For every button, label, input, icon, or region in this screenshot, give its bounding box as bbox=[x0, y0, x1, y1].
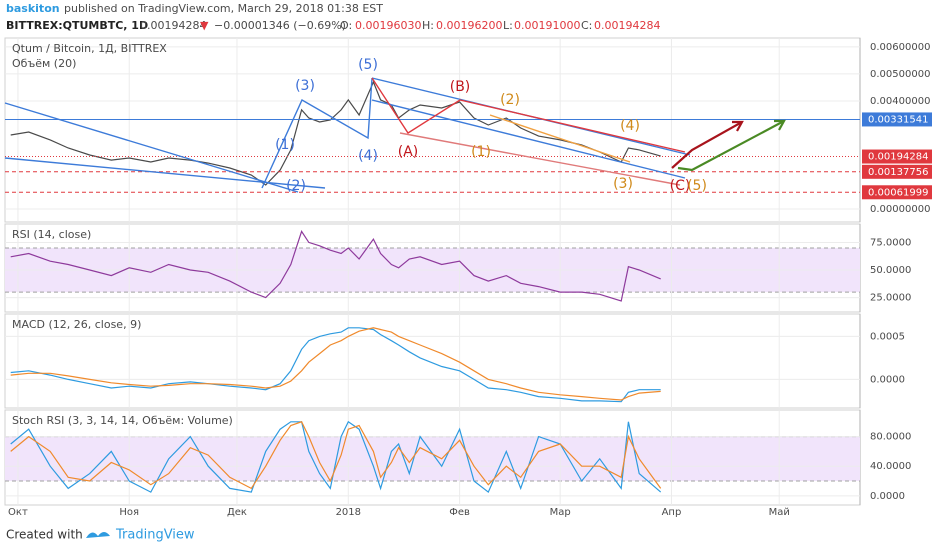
series-line bbox=[10, 327, 661, 401]
footer-created: Created with bbox=[6, 528, 83, 542]
c: 0.00194284 bbox=[594, 19, 660, 32]
series-line bbox=[10, 327, 661, 403]
wave-label: (2) bbox=[286, 178, 306, 194]
x-tick-label: Май bbox=[769, 507, 790, 518]
y-tick-label: 50.0000 bbox=[870, 265, 911, 276]
y-tick-label: 0.00000000 bbox=[870, 204, 930, 215]
wave-label: (3) bbox=[613, 176, 633, 192]
level-tag bbox=[862, 185, 932, 200]
wave-label: (5) bbox=[687, 178, 707, 194]
level-label: 0.00331541 bbox=[868, 114, 928, 125]
series-line bbox=[10, 230, 661, 302]
wave-label: (1) bbox=[471, 144, 491, 160]
series-line bbox=[10, 421, 662, 490]
level-tag bbox=[862, 112, 932, 127]
x-tick-label: Мар bbox=[550, 507, 571, 518]
level-label: 0.00194284 bbox=[868, 152, 928, 163]
level-label: 0.00061999 bbox=[868, 187, 928, 198]
wave-label: (C) bbox=[670, 178, 691, 194]
trendline bbox=[399, 132, 681, 186]
level-tag bbox=[862, 164, 932, 179]
level-tag bbox=[862, 149, 932, 164]
panel-subtitle: Объём (20) bbox=[12, 57, 76, 70]
o: 0.00196030 bbox=[355, 19, 421, 32]
series-line bbox=[10, 420, 662, 494]
panel-title: RSI (14, close) bbox=[12, 228, 91, 241]
arrowhead bbox=[774, 119, 786, 131]
o-label: O: bbox=[340, 19, 352, 32]
arrow-path bbox=[671, 121, 743, 169]
user[interactable]: baskiton bbox=[6, 2, 60, 15]
wave-label: (1) bbox=[275, 137, 295, 153]
x-tick-label: Окт bbox=[8, 507, 28, 518]
wave-label: (4) bbox=[358, 148, 378, 164]
arrow-path bbox=[677, 120, 785, 172]
arrowhead bbox=[732, 120, 744, 132]
wave-label: (2) bbox=[500, 92, 520, 108]
panel-title: MACD (12, 26, close, 9) bbox=[12, 318, 141, 331]
y-tick-label: 75.0000 bbox=[870, 237, 911, 248]
x-tick-label: Фев bbox=[449, 507, 470, 518]
y-tick-label: 0.00400000 bbox=[870, 96, 930, 107]
panel-title: Qtum / Bitcoin, 1Д, BITTREX bbox=[12, 42, 167, 55]
level-label: 0.00137756 bbox=[868, 167, 928, 178]
panel-title: Stoch RSI (3, 3, 14, 14, Объём: Volume) bbox=[12, 414, 233, 427]
y-tick-label: 0.0000 bbox=[870, 491, 905, 502]
arrow: ▼ bbox=[200, 19, 209, 32]
series-line bbox=[10, 80, 661, 186]
trendline bbox=[371, 99, 686, 179]
trendline bbox=[489, 114, 631, 163]
published: published on TradingView.com, March 29, … bbox=[64, 2, 383, 15]
c-label: C: bbox=[581, 19, 592, 32]
wave-label: (3) bbox=[295, 78, 315, 94]
y-tick-label: 0.00500000 bbox=[870, 69, 930, 80]
wave-line bbox=[261, 77, 373, 189]
wave-label: (B) bbox=[450, 79, 471, 95]
x-tick-label: Ноя bbox=[119, 507, 139, 518]
change: −0.00001346 (−0.69%) bbox=[214, 19, 346, 32]
y-tick-label: 0.0000 bbox=[870, 374, 905, 385]
trendline bbox=[4, 102, 299, 193]
wave-label: (4) bbox=[620, 118, 640, 134]
h: 0.00196200 bbox=[436, 19, 502, 32]
x-tick-label: 2018 bbox=[336, 507, 361, 518]
l-label: L: bbox=[503, 19, 513, 32]
footer-brand[interactable]: TradingView bbox=[115, 528, 195, 543]
y-tick-label: 0.00600000 bbox=[870, 42, 930, 53]
y-tick-label: 40.0000 bbox=[870, 461, 911, 472]
x-tick-label: Дек bbox=[227, 507, 247, 518]
drawings bbox=[4, 77, 786, 193]
l: 0.00191000 bbox=[514, 19, 580, 32]
band bbox=[5, 436, 860, 482]
y-tick-label: 80.0000 bbox=[870, 432, 911, 443]
trendline bbox=[4, 157, 326, 189]
symbol: BITTREX:QTUMBTC, 1D bbox=[6, 19, 148, 32]
wave-label: (5) bbox=[358, 57, 378, 73]
last: 0.00194284 bbox=[140, 19, 206, 32]
y-tick-label: 0.0005 bbox=[870, 331, 905, 342]
logo bbox=[86, 532, 110, 538]
wave-label: (A) bbox=[398, 144, 419, 160]
y-tick-label: 25.0000 bbox=[870, 293, 911, 304]
h-label: H: bbox=[422, 19, 434, 32]
wave-line bbox=[371, 77, 686, 153]
x-tick-label: Апр bbox=[662, 507, 682, 518]
